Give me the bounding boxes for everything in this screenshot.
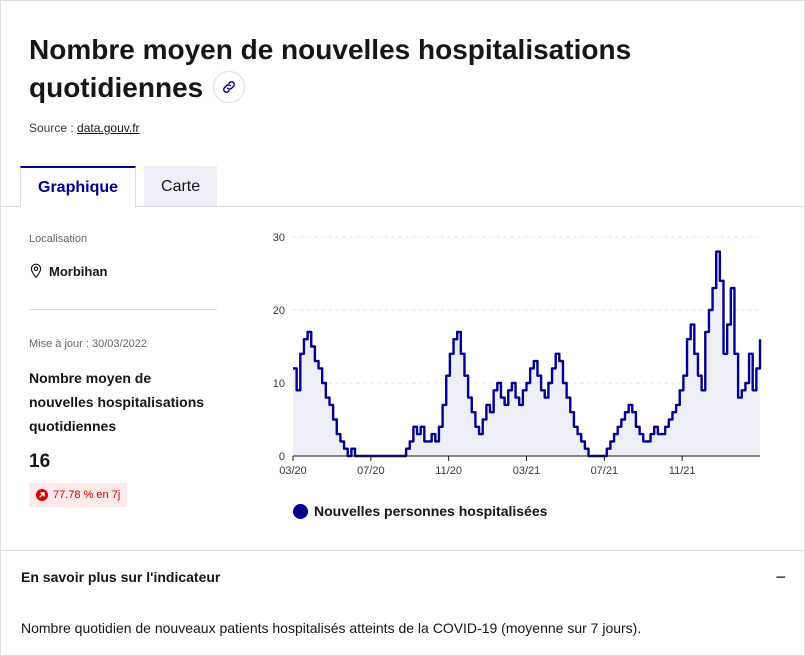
indicator-title: Nombre moyen de nouvelles hospitalisatio… — [29, 370, 205, 434]
x-tick-label: 11/20 — [435, 465, 462, 477]
source-link[interactable]: data.gouv.fr — [77, 121, 140, 135]
map-pin-icon — [30, 263, 42, 279]
tab-list: Graphique Carte — [20, 166, 218, 208]
localisation-value: Morbihan — [49, 263, 108, 279]
indicator-value: 16 — [29, 451, 51, 472]
accordion-divider — [1, 550, 805, 551]
tab-graphique[interactable]: Graphique — [20, 166, 137, 208]
accordion-toggle[interactable]: En savoir plus sur l'indicateur − — [21, 567, 786, 587]
x-tick-label: 07/20 — [357, 465, 385, 477]
trend-badge: 77.78 % en 7j — [29, 483, 128, 507]
tab-carte[interactable]: Carte — [144, 166, 218, 207]
indicator-sidebar: Localisation Morbihan Mise à jour : 30/0… — [29, 233, 217, 507]
indicator-description: Nombre quotidien de nouveaux patients ho… — [21, 620, 642, 636]
page-title-text: Nombre moyen de nouvelles hospitalisatio… — [29, 34, 632, 103]
legend-swatch — [293, 503, 308, 519]
y-tick-label: 10 — [273, 378, 285, 390]
trend-up-icon — [36, 489, 48, 501]
trend-text: 77.78 % en 7j — [53, 489, 121, 501]
localisation-label: Localisation — [29, 233, 88, 245]
hospitalisations-chart: 0 10 20 30 03/20 07/20 11/20 03/21 07/21 11/21 — [273, 232, 762, 477]
x-tick-label: 11/21 — [669, 465, 696, 477]
sidebar-divider — [29, 309, 217, 310]
chart-legend: Nouvelles personnes hospitalisées — [293, 503, 547, 519]
y-tick-label: 20 — [273, 305, 285, 317]
accordion-title: En savoir plus sur l'indicateur — [21, 569, 221, 585]
link-icon — [223, 80, 236, 93]
collapse-icon: − — [775, 566, 786, 587]
copy-link-button[interactable] — [213, 70, 246, 103]
legend-label: Nouvelles personnes hospitalisées — [314, 503, 548, 519]
y-tick-label: 30 — [273, 232, 285, 244]
x-tick-label: 03/20 — [279, 465, 307, 477]
y-tick-label: 0 — [279, 451, 285, 463]
source-label: Source : — [29, 121, 74, 135]
localisation: Morbihan — [29, 263, 217, 279]
series-area — [293, 251, 760, 456]
source-line: Source : data.gouv.fr — [29, 121, 140, 135]
x-tick-label: 07/21 — [591, 465, 619, 477]
tabs-divider — [1, 206, 805, 207]
x-tick-label: 03/21 — [513, 465, 541, 477]
page-title: Nombre moyen de nouvelles hospitalisatio… — [29, 31, 669, 107]
update-date: Mise à jour : 30/03/2022 — [29, 338, 148, 350]
